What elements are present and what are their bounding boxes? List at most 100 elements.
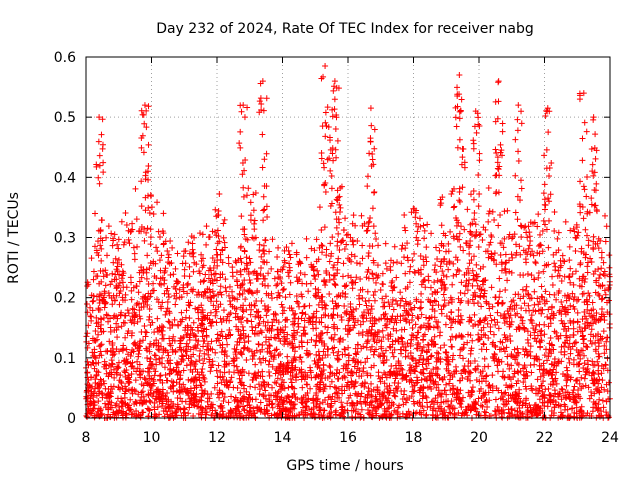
data-point bbox=[266, 342, 273, 349]
data-point bbox=[594, 240, 601, 247]
data-point bbox=[551, 208, 558, 215]
data-point bbox=[458, 332, 465, 339]
data-point bbox=[179, 260, 186, 267]
data-point bbox=[186, 401, 193, 408]
data-point bbox=[456, 72, 463, 79]
data-point bbox=[402, 347, 409, 354]
data-point bbox=[319, 330, 326, 337]
data-point bbox=[441, 342, 448, 349]
data-point bbox=[123, 222, 130, 229]
data-point bbox=[154, 296, 161, 303]
data-point bbox=[243, 356, 250, 363]
data-point bbox=[158, 305, 165, 312]
data-point bbox=[586, 209, 593, 216]
data-point bbox=[138, 144, 145, 151]
data-point bbox=[171, 316, 178, 323]
data-point bbox=[98, 245, 105, 252]
data-point bbox=[238, 259, 245, 266]
data-point bbox=[257, 314, 264, 321]
data-point bbox=[222, 361, 229, 368]
data-point bbox=[256, 405, 263, 412]
data-point bbox=[97, 228, 104, 235]
data-point bbox=[90, 276, 97, 283]
data-point bbox=[553, 249, 560, 256]
data-point bbox=[140, 299, 147, 306]
data-point bbox=[228, 374, 235, 381]
data-point bbox=[561, 320, 568, 327]
data-point bbox=[129, 226, 136, 233]
data-point bbox=[284, 368, 291, 375]
data-point bbox=[386, 318, 393, 325]
data-point bbox=[467, 191, 474, 198]
data-point bbox=[513, 241, 520, 248]
data-point bbox=[564, 406, 571, 413]
data-point bbox=[594, 358, 601, 365]
data-point bbox=[492, 408, 499, 415]
data-point bbox=[537, 241, 544, 248]
data-point bbox=[295, 412, 302, 419]
data-point bbox=[491, 316, 498, 323]
data-point bbox=[504, 353, 511, 360]
data-point bbox=[113, 313, 120, 320]
data-point bbox=[84, 358, 91, 365]
data-point bbox=[118, 218, 125, 225]
data-point bbox=[173, 368, 180, 375]
data-point bbox=[288, 240, 295, 247]
data-point bbox=[541, 196, 548, 203]
data-point bbox=[501, 235, 508, 242]
data-point bbox=[167, 342, 174, 349]
data-point bbox=[327, 253, 334, 260]
data-point bbox=[446, 403, 453, 410]
data-point bbox=[364, 173, 371, 180]
data-point bbox=[369, 270, 376, 277]
data-point bbox=[487, 384, 494, 391]
data-point bbox=[379, 390, 386, 397]
data-point bbox=[138, 389, 145, 396]
data-point bbox=[289, 332, 296, 339]
data-point bbox=[535, 410, 542, 417]
data-point bbox=[411, 250, 418, 257]
data-point bbox=[432, 298, 439, 305]
data-point bbox=[258, 253, 265, 260]
data-point bbox=[213, 251, 220, 258]
data-point bbox=[319, 242, 326, 249]
data-point bbox=[415, 329, 422, 336]
data-point bbox=[515, 148, 522, 155]
data-point bbox=[595, 331, 602, 338]
data-point bbox=[341, 246, 348, 253]
data-point bbox=[476, 285, 483, 292]
data-point bbox=[471, 358, 478, 365]
data-point bbox=[382, 260, 389, 267]
data-point bbox=[144, 405, 151, 412]
data-point bbox=[433, 318, 440, 325]
data-point bbox=[278, 414, 285, 421]
data-point bbox=[583, 343, 590, 350]
data-point bbox=[498, 389, 505, 396]
data-point bbox=[225, 399, 232, 406]
data-point bbox=[355, 330, 362, 337]
data-point bbox=[166, 319, 173, 326]
data-point bbox=[264, 214, 271, 221]
data-point bbox=[514, 310, 521, 317]
data-point bbox=[392, 337, 399, 344]
data-point bbox=[297, 354, 304, 361]
data-point bbox=[145, 379, 152, 386]
data-point bbox=[114, 259, 121, 266]
data-point bbox=[198, 382, 205, 389]
data-point bbox=[87, 384, 94, 391]
data-point bbox=[88, 313, 95, 320]
data-point bbox=[291, 315, 298, 322]
data-point bbox=[260, 107, 267, 114]
data-point bbox=[296, 354, 303, 361]
data-point bbox=[531, 276, 538, 283]
data-point bbox=[288, 399, 295, 406]
data-point bbox=[95, 138, 102, 145]
data-point bbox=[203, 333, 210, 340]
data-point bbox=[593, 405, 600, 412]
data-point bbox=[96, 162, 103, 169]
data-point bbox=[570, 225, 577, 232]
data-point bbox=[511, 231, 518, 238]
data-point bbox=[321, 224, 328, 231]
data-point bbox=[431, 341, 438, 348]
data-point bbox=[299, 399, 306, 406]
